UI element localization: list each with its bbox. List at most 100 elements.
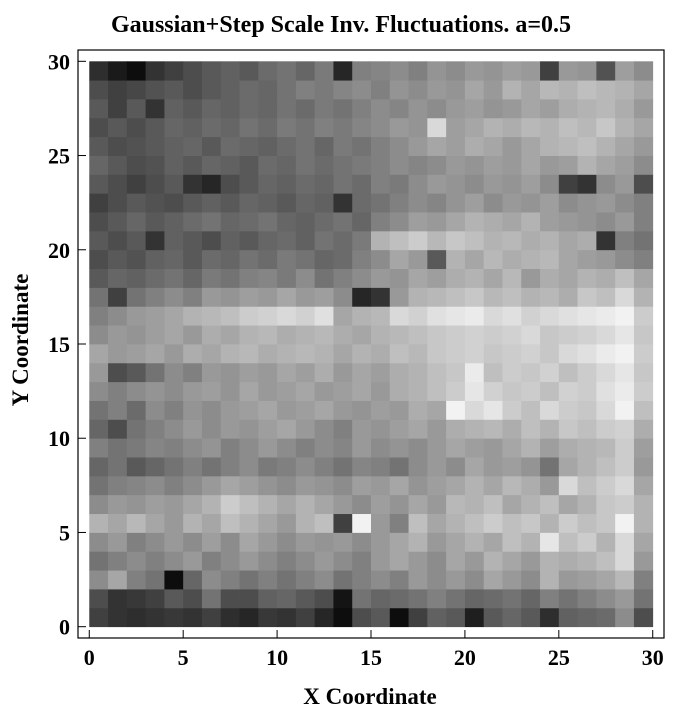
heatmap-cell bbox=[464, 457, 485, 477]
heatmap-cell bbox=[615, 570, 635, 590]
heatmap-cell bbox=[314, 193, 334, 213]
heatmap-cell bbox=[314, 438, 334, 458]
heatmap-cell bbox=[577, 306, 597, 326]
heatmap-cell bbox=[446, 212, 466, 232]
heatmap-cell bbox=[352, 362, 372, 383]
heatmap-cell bbox=[408, 268, 428, 288]
heatmap-cell bbox=[502, 607, 522, 628]
heatmap-cell bbox=[164, 419, 184, 439]
heatmap-cell bbox=[540, 457, 560, 477]
heatmap-cell bbox=[389, 532, 409, 552]
heatmap-cell bbox=[577, 136, 597, 156]
heatmap-cell bbox=[633, 174, 654, 194]
heatmap-cell bbox=[483, 249, 503, 270]
heatmap-cell bbox=[464, 287, 485, 307]
heatmap-cell bbox=[615, 306, 635, 326]
heatmap-cell bbox=[483, 306, 503, 326]
heatmap-cell bbox=[164, 400, 184, 420]
heatmap-cell bbox=[201, 99, 222, 119]
heatmap-cell bbox=[596, 61, 616, 81]
heatmap-cell bbox=[521, 494, 541, 515]
heatmap-cell bbox=[239, 475, 259, 496]
heatmap-cell bbox=[521, 513, 541, 533]
heatmap-cell bbox=[201, 61, 222, 81]
heatmap-cell bbox=[408, 570, 428, 590]
heatmap-cell bbox=[540, 513, 560, 533]
heatmap-cell bbox=[108, 174, 128, 194]
heatmap-cell bbox=[183, 381, 203, 401]
heatmap-cell bbox=[220, 117, 240, 138]
heatmap-cell bbox=[521, 607, 541, 628]
heatmap-cell bbox=[239, 438, 259, 458]
heatmap-cell bbox=[540, 589, 560, 609]
heatmap-cell bbox=[371, 457, 391, 477]
heatmap-cell bbox=[145, 551, 165, 571]
heatmap-cell bbox=[314, 570, 334, 590]
heatmap-cell bbox=[427, 174, 447, 194]
heatmap-cell bbox=[558, 570, 578, 590]
heatmap-cell bbox=[201, 212, 222, 232]
heatmap-cell bbox=[483, 136, 503, 156]
heatmap-cell bbox=[577, 155, 597, 175]
heatmap-cell bbox=[464, 193, 485, 213]
heatmap-cell bbox=[558, 268, 578, 288]
heatmap-cell bbox=[483, 362, 503, 383]
heatmap-cell bbox=[427, 344, 447, 364]
heatmap-cell bbox=[277, 400, 297, 420]
heatmap-cell bbox=[126, 249, 147, 270]
heatmap-cell bbox=[446, 136, 466, 156]
heatmap-cell bbox=[89, 589, 109, 609]
heatmap-cell bbox=[558, 475, 578, 496]
heatmap-cell bbox=[389, 174, 409, 194]
heatmap-cell bbox=[633, 80, 654, 100]
heatmap-cell bbox=[239, 513, 259, 533]
heatmap-cell bbox=[145, 494, 165, 515]
heatmap-cell bbox=[521, 212, 541, 232]
heatmap-cell bbox=[521, 99, 541, 119]
heatmap-cell bbox=[427, 268, 447, 288]
heatmap-cell bbox=[183, 607, 203, 628]
heatmap-cell bbox=[333, 155, 353, 175]
heatmap-cell bbox=[183, 174, 203, 194]
heatmap-cell bbox=[371, 381, 391, 401]
heatmap-cell bbox=[220, 61, 240, 81]
heatmap-cell bbox=[408, 513, 428, 533]
heatmap-cell bbox=[89, 155, 109, 175]
heatmap-cell bbox=[502, 117, 522, 138]
heatmap-cell bbox=[108, 212, 128, 232]
heatmap-cell bbox=[577, 268, 597, 288]
heatmap-cell bbox=[145, 117, 165, 138]
heatmap-cell bbox=[615, 268, 635, 288]
heatmap-cell bbox=[108, 589, 128, 609]
heatmap-cell bbox=[408, 136, 428, 156]
heatmap-cell bbox=[277, 249, 297, 270]
heatmap-cell bbox=[540, 494, 560, 515]
heatmap-cell bbox=[596, 174, 616, 194]
heatmap-cell bbox=[201, 589, 222, 609]
heatmap-cell bbox=[464, 532, 485, 552]
heatmap-cell bbox=[277, 551, 297, 571]
heatmap-cell bbox=[258, 155, 278, 175]
heatmap-cell bbox=[389, 457, 409, 477]
heatmap-cell bbox=[521, 80, 541, 100]
heatmap-cell bbox=[577, 570, 597, 590]
heatmap-cell bbox=[615, 532, 635, 552]
heatmap-cell bbox=[352, 249, 372, 270]
heatmap-cell bbox=[295, 513, 316, 533]
heatmap-cell bbox=[164, 570, 184, 590]
heatmap-cell bbox=[89, 532, 109, 552]
heatmap-cell bbox=[183, 419, 203, 439]
heatmap-cell bbox=[333, 381, 353, 401]
heatmap-cell bbox=[183, 589, 203, 609]
heatmap-cell bbox=[333, 494, 353, 515]
heatmap-cell bbox=[352, 475, 372, 496]
heatmap-cell bbox=[164, 193, 184, 213]
heatmap-cell bbox=[89, 475, 109, 496]
heatmap-cell bbox=[164, 61, 184, 81]
heatmap-cell bbox=[502, 155, 522, 175]
heatmap-cell bbox=[333, 400, 353, 420]
heatmap-cell bbox=[371, 268, 391, 288]
heatmap-cell bbox=[521, 268, 541, 288]
heatmap-cell bbox=[108, 344, 128, 364]
heatmap-cell bbox=[126, 457, 147, 477]
